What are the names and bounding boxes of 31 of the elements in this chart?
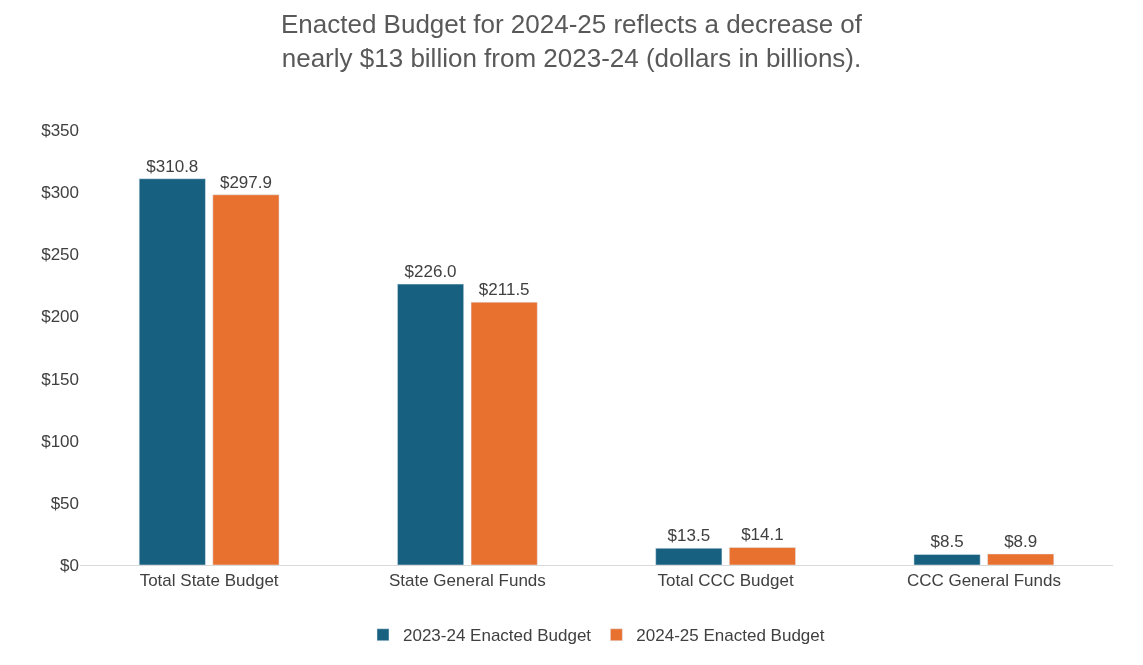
data-label: $226.0 xyxy=(404,262,457,282)
x-tick-label: Total CCC Budget xyxy=(657,571,794,591)
y-tick-label: $150 xyxy=(41,369,79,389)
legend-label: 2024-25 Enacted Budget xyxy=(636,626,825,646)
bar xyxy=(470,301,538,565)
y-tick-label: $50 xyxy=(50,493,79,513)
bar xyxy=(987,553,1055,565)
y-tick-label: $350 xyxy=(41,120,79,140)
data-label: $8.5 xyxy=(930,532,964,552)
data-label: $211.5 xyxy=(478,280,530,300)
y-tick-label: $300 xyxy=(41,183,79,203)
bar xyxy=(655,547,723,565)
bar xyxy=(913,554,981,565)
y-tick-label: $100 xyxy=(41,431,79,451)
data-label: $297.9 xyxy=(219,172,272,192)
x-tick-label: Total State Budget xyxy=(139,571,279,591)
data-label: $310.8 xyxy=(146,156,199,176)
bar xyxy=(212,194,280,565)
bar xyxy=(729,547,796,565)
bar xyxy=(397,283,464,565)
data-label: $13.5 xyxy=(667,526,711,546)
data-label: $8.9 xyxy=(1004,531,1038,551)
y-tick-label: $250 xyxy=(41,245,79,265)
chart-title: Enacted Budget for 2024-25 reflects a decrease of nearly $13 billion from 2023-24 (dollars in billions). xyxy=(280,9,863,74)
legend-label: 2023-24 Enacted Budget xyxy=(403,626,592,646)
x-tick-label: CCC General Funds xyxy=(906,571,1061,591)
data-label: $14.1 xyxy=(741,525,784,545)
y-tick-label: $0 xyxy=(60,555,79,575)
x-tick-label: State General Funds xyxy=(388,571,546,591)
y-tick-label: $200 xyxy=(41,307,79,327)
bar xyxy=(138,178,206,565)
